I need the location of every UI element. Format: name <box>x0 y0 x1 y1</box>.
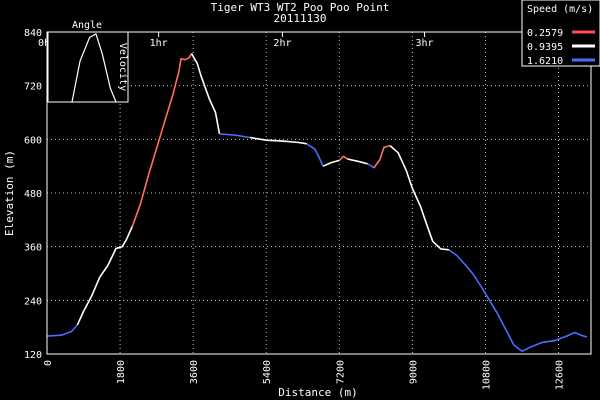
series-segment <box>347 158 368 165</box>
series-segment <box>190 53 221 135</box>
x-tick-label: 9000 <box>408 360 419 384</box>
inset-frame <box>47 31 129 103</box>
x-tick-label: 1800 <box>116 360 127 384</box>
x-tick-label: 7200 <box>335 360 346 384</box>
chart-subtitle: 20111130 <box>274 12 327 25</box>
series-segment <box>46 324 78 337</box>
y-axis-label: Elevation (m) <box>3 150 16 236</box>
y-tick-label: 120 <box>24 350 42 361</box>
time-tick-label: 1hr <box>150 38 168 49</box>
series-segment <box>76 226 134 326</box>
y-tick-label: 600 <box>24 135 42 146</box>
x-tick-label: 10800 <box>481 360 492 390</box>
chart-title: Tiger WT3 WT2 Poo Poo Point <box>211 1 390 14</box>
legend-label: 0.9395 <box>527 42 563 53</box>
series-segment <box>389 144 449 251</box>
series-segment <box>338 155 348 161</box>
y-tick-label: 480 <box>24 189 42 200</box>
time-axis: 0hr 1hr 2hr 3hr <box>38 32 434 49</box>
x-tick-label: 0 <box>43 360 54 366</box>
inset-panel: Angle Velocity <box>47 20 129 103</box>
series-segment <box>448 249 588 353</box>
y-axis: 120 240 360 480 600 720 840 <box>24 28 42 361</box>
y-tick-label: 360 <box>24 243 42 254</box>
y-tick-label: 240 <box>24 296 42 307</box>
legend-label: 0.2579 <box>527 28 563 39</box>
time-tick-label: 2hr <box>273 38 291 49</box>
x-tick-label: 5400 <box>262 360 273 384</box>
legend-title: Speed (m/s) <box>527 4 593 15</box>
time-tick-label: 3hr <box>416 38 434 49</box>
legend: Speed (m/s) 0.2579 0.9395 1.6210 <box>521 0 600 67</box>
plot-frame <box>46 31 592 355</box>
x-tick-label: 12600 <box>555 360 566 390</box>
series-segment <box>219 133 251 139</box>
inset-side-label: Velocity <box>117 43 128 91</box>
inset-curve <box>71 33 117 103</box>
series-segment <box>373 144 391 169</box>
series-segment <box>131 53 193 227</box>
x-axis-label: Distance (m) <box>278 386 357 399</box>
series-segment <box>367 163 375 169</box>
series-segment <box>306 143 324 167</box>
series-segment <box>322 159 340 167</box>
time-tick-label: 0hr <box>38 38 56 49</box>
inset-title: Angle <box>72 20 102 31</box>
legend-label: 1.6210 <box>527 56 563 67</box>
elevation-series <box>46 53 588 353</box>
x-axis: 0 1800 3600 5400 7200 9000 10800 12600 <box>43 360 566 390</box>
series-segment <box>249 136 307 145</box>
legend-entries: 0.2579 0.9395 1.6210 <box>527 28 595 67</box>
x-tick-label: 3600 <box>189 360 200 384</box>
y-tick-label: 720 <box>24 82 42 93</box>
y-tick-label: 840 <box>24 28 42 39</box>
